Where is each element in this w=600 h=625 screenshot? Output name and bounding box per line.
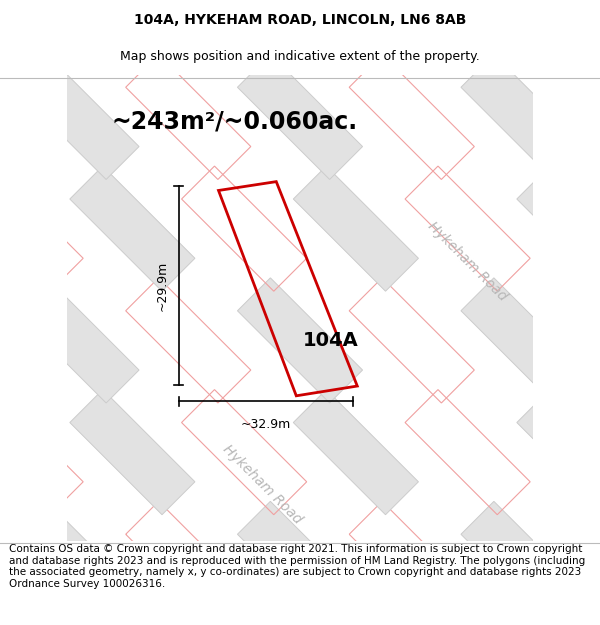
Text: Contains OS data © Crown copyright and database right 2021. This information is : Contains OS data © Crown copyright and d… [9,544,585,589]
Text: ~29.9m: ~29.9m [156,261,169,311]
Text: Hykeham Road: Hykeham Road [220,442,305,527]
Polygon shape [14,501,139,625]
Polygon shape [293,166,418,291]
Polygon shape [70,389,195,515]
Text: 104A: 104A [302,331,358,350]
Polygon shape [293,389,418,515]
Text: Hykeham Road: Hykeham Road [425,219,510,304]
Polygon shape [238,278,362,403]
Text: Map shows position and indicative extent of the property.: Map shows position and indicative extent… [120,50,480,62]
Text: ~243m²/~0.060ac.: ~243m²/~0.060ac. [112,109,358,134]
Polygon shape [14,54,139,179]
Polygon shape [461,54,586,179]
Polygon shape [461,278,586,403]
Polygon shape [517,166,600,291]
Polygon shape [14,278,139,403]
Polygon shape [461,501,586,625]
Text: 104A, HYKEHAM ROAD, LINCOLN, LN6 8AB: 104A, HYKEHAM ROAD, LINCOLN, LN6 8AB [134,12,466,26]
Polygon shape [70,166,195,291]
Polygon shape [238,501,362,625]
Text: ~32.9m: ~32.9m [241,418,291,431]
Polygon shape [238,54,362,179]
Polygon shape [517,389,600,515]
